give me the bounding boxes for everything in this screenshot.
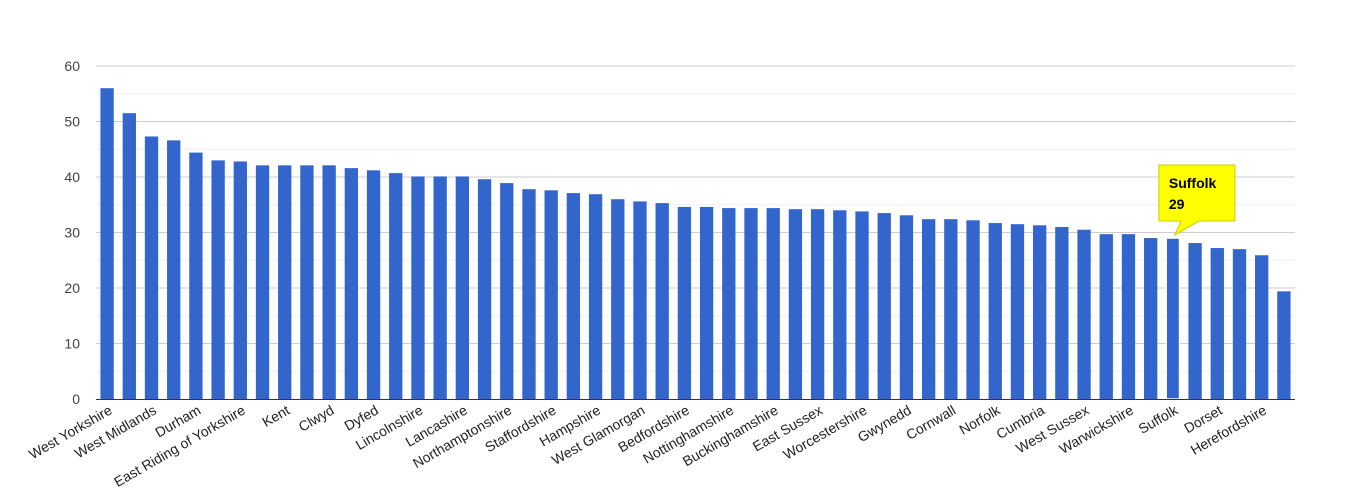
- y-tick-label: 40: [64, 169, 80, 185]
- bar[interactable]: [322, 165, 336, 399]
- bar[interactable]: [944, 219, 958, 399]
- bar[interactable]: [278, 165, 292, 399]
- x-tick-label: Clwyd: [296, 402, 337, 435]
- bar[interactable]: [899, 215, 914, 399]
- x-tick-label: Suffolk: [1136, 401, 1182, 437]
- y-tick-label: 20: [64, 280, 80, 296]
- bar[interactable]: [1055, 226, 1069, 399]
- bar[interactable]: [588, 194, 603, 399]
- bars: [100, 88, 1291, 400]
- bar[interactable]: [389, 173, 403, 399]
- bar[interactable]: [611, 199, 625, 399]
- bar[interactable]: [699, 206, 714, 399]
- bar[interactable]: [144, 136, 159, 400]
- bar[interactable]: [677, 206, 692, 399]
- bar[interactable]: [255, 165, 270, 399]
- bar[interactable]: [544, 190, 558, 399]
- bar[interactable]: [633, 201, 647, 399]
- x-tick-label: Cornwall: [903, 402, 958, 443]
- tooltip-value: 29: [1169, 196, 1185, 212]
- bar[interactable]: [189, 152, 203, 399]
- bar[interactable]: [810, 209, 825, 399]
- bar-highlighted[interactable]: [1165, 237, 1181, 400]
- bar[interactable]: [1210, 248, 1224, 399]
- tooltip-box: [1158, 164, 1236, 237]
- bar[interactable]: [766, 208, 780, 399]
- bar[interactable]: [1121, 234, 1136, 399]
- bar[interactable]: [1255, 255, 1269, 399]
- bar[interactable]: [1010, 224, 1025, 399]
- bar[interactable]: [366, 170, 381, 399]
- bar[interactable]: [788, 209, 803, 399]
- bar[interactable]: [966, 220, 980, 399]
- bar[interactable]: [211, 160, 225, 399]
- bar[interactable]: [833, 210, 847, 399]
- bar[interactable]: [522, 189, 536, 399]
- bar[interactable]: [855, 211, 869, 399]
- bar[interactable]: [1077, 229, 1091, 399]
- bar[interactable]: [1188, 243, 1202, 399]
- bar[interactable]: [988, 223, 1002, 399]
- bar[interactable]: [411, 176, 425, 399]
- bar[interactable]: [433, 176, 447, 399]
- tooltip-name: Suffolk: [1169, 175, 1217, 191]
- bar[interactable]: [566, 193, 581, 399]
- bar[interactable]: [722, 208, 736, 399]
- bar[interactable]: [921, 219, 936, 399]
- y-tick-label: 10: [64, 336, 80, 352]
- bar[interactable]: [655, 203, 669, 399]
- y-tick-label: 50: [64, 114, 80, 130]
- bar[interactable]: [477, 179, 492, 399]
- y-axis: 0 10 20 30 40 50 60: [64, 58, 80, 407]
- tooltip: Suffolk 29: [1158, 164, 1236, 237]
- bar[interactable]: [344, 168, 359, 399]
- bar[interactable]: [500, 183, 514, 399]
- y-tick-label: 30: [64, 225, 80, 241]
- y-tick-label: 60: [64, 58, 80, 74]
- bar[interactable]: [877, 213, 891, 399]
- bar[interactable]: [744, 208, 758, 399]
- x-tick-label: Kent: [259, 402, 292, 430]
- bar[interactable]: [300, 165, 314, 399]
- bar[interactable]: [167, 140, 181, 399]
- y-tick-label: 0: [72, 391, 80, 407]
- bar[interactable]: [1032, 225, 1047, 399]
- bar[interactable]: [122, 113, 136, 400]
- bar[interactable]: [100, 88, 114, 399]
- bar[interactable]: [1099, 234, 1113, 399]
- bar[interactable]: [455, 176, 470, 399]
- bar[interactable]: [233, 161, 247, 399]
- bar[interactable]: [1144, 238, 1158, 399]
- bar[interactable]: [1232, 249, 1247, 399]
- bar[interactable]: [1277, 291, 1291, 399]
- gridlines: [96, 65, 1295, 372]
